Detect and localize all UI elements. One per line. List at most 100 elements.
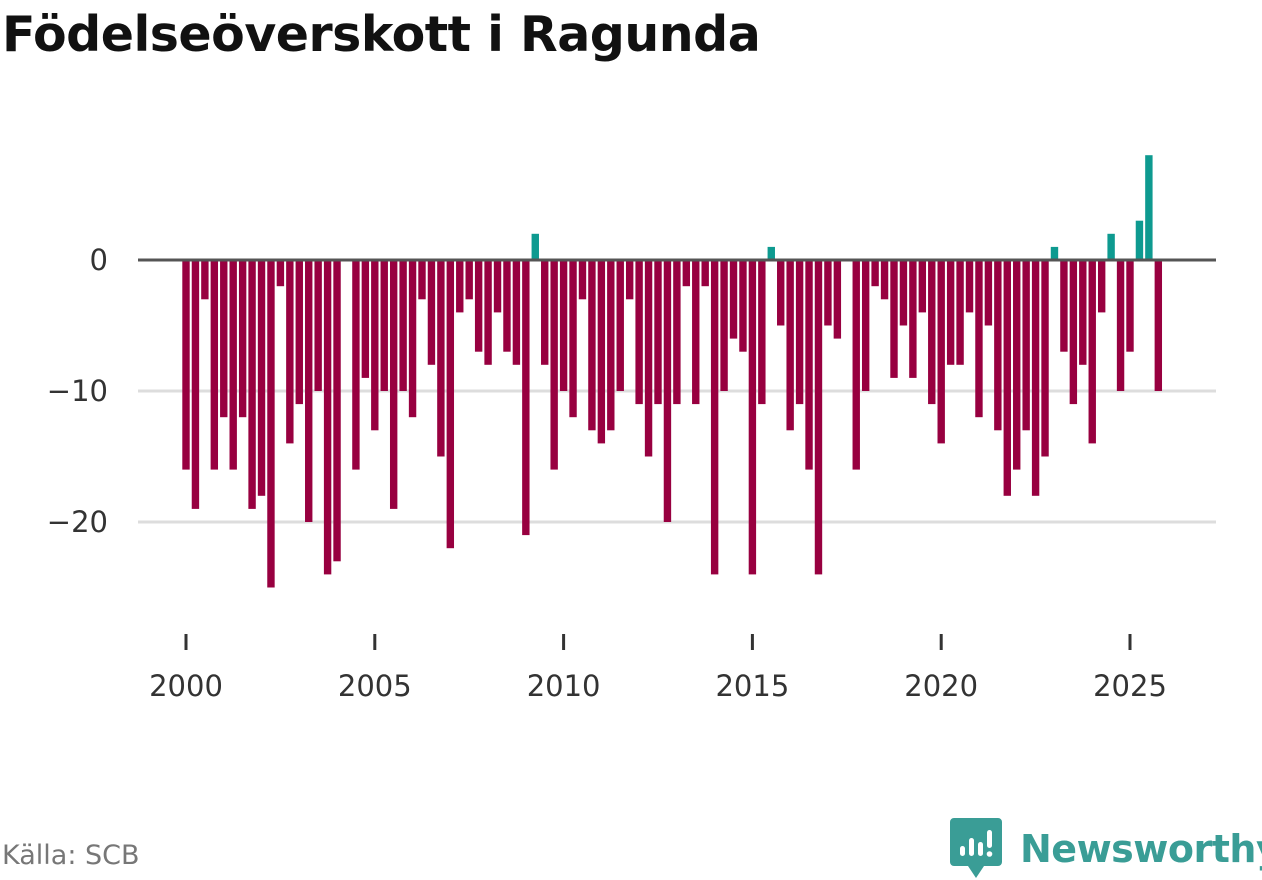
y-tick-label: 0 [90,243,108,277]
bar [1031,260,1040,496]
bar [456,260,464,313]
bar [909,260,917,378]
x-tick-label: 2010 [527,669,601,703]
bar [305,260,313,522]
bar [550,260,558,470]
bar [673,260,681,405]
bar [824,260,832,326]
bar [946,260,955,365]
newsworthy-logo[interactable]: Newsworthy [950,818,1262,880]
bar [408,260,417,418]
bar [371,260,379,431]
bar [682,260,691,287]
bar [1135,220,1144,260]
bar [1097,260,1106,313]
bar [437,260,445,457]
bar [748,260,757,575]
bar [1069,260,1078,405]
bar [654,260,662,405]
bar [248,260,256,509]
x-tick-label: 2005 [338,669,412,703]
bar [1088,260,1096,444]
bar [210,260,219,470]
bar [795,260,804,405]
newsworthy-icon [950,818,1002,878]
bar [720,260,728,391]
bar [323,260,332,575]
bar [257,260,266,496]
bar [616,260,624,391]
bar [352,260,360,470]
bar [588,260,596,431]
gridlines [138,389,1216,524]
bar [1145,155,1153,260]
bar [956,260,964,365]
bar [522,260,530,536]
axes: 0 −10 −20 2000 2005 2010 2015 2020 2025 [47,243,1167,703]
bar [238,260,247,418]
bar [276,260,285,287]
bar [1116,260,1125,391]
bar [984,260,993,326]
bar [928,260,936,405]
bar [597,260,606,444]
bar [767,246,775,260]
bar [569,260,577,418]
bar [220,260,228,418]
bar [286,260,294,444]
bar [625,260,634,300]
x-tick-label: 2025 [1093,669,1167,703]
bar [229,260,237,470]
bar [975,260,983,418]
bar [1041,260,1049,457]
bar [474,260,483,352]
bar [861,260,870,391]
bar [1060,260,1068,352]
bar [191,260,200,509]
bar [427,260,436,365]
source-label: Källa: SCB [2,840,140,871]
bar [663,260,672,522]
bar [965,260,974,313]
bar [418,260,426,300]
bar [201,260,209,300]
bars [182,155,1163,588]
bar [399,260,407,391]
bar [512,260,521,365]
bar [361,260,370,378]
bar [814,260,823,575]
bar [465,260,473,300]
bar [380,260,388,391]
bar [267,260,275,588]
bar [852,260,860,470]
bar [333,260,341,562]
y-tick-label: −20 [47,505,108,539]
bar [1126,260,1134,352]
bar [644,260,653,457]
bar [1050,246,1059,260]
x-tick-label: 2020 [904,669,978,703]
chart-title: Födelseöverskott i Ragunda [2,6,761,63]
bar [890,260,898,378]
bar [758,260,766,405]
bar [777,260,785,326]
bar [805,260,813,470]
bar [295,260,303,405]
bar [484,260,492,365]
bar [833,260,842,339]
bar [493,260,502,313]
bar [786,260,794,431]
bar [607,260,615,431]
bar [635,260,643,405]
bar [531,233,539,260]
bar [389,260,398,509]
bar [880,260,889,300]
bar [1003,260,1011,496]
bar [1013,260,1021,470]
bar [710,260,719,575]
bar [692,260,700,405]
bar [937,260,945,444]
bar [314,260,322,391]
bar [1022,260,1030,431]
